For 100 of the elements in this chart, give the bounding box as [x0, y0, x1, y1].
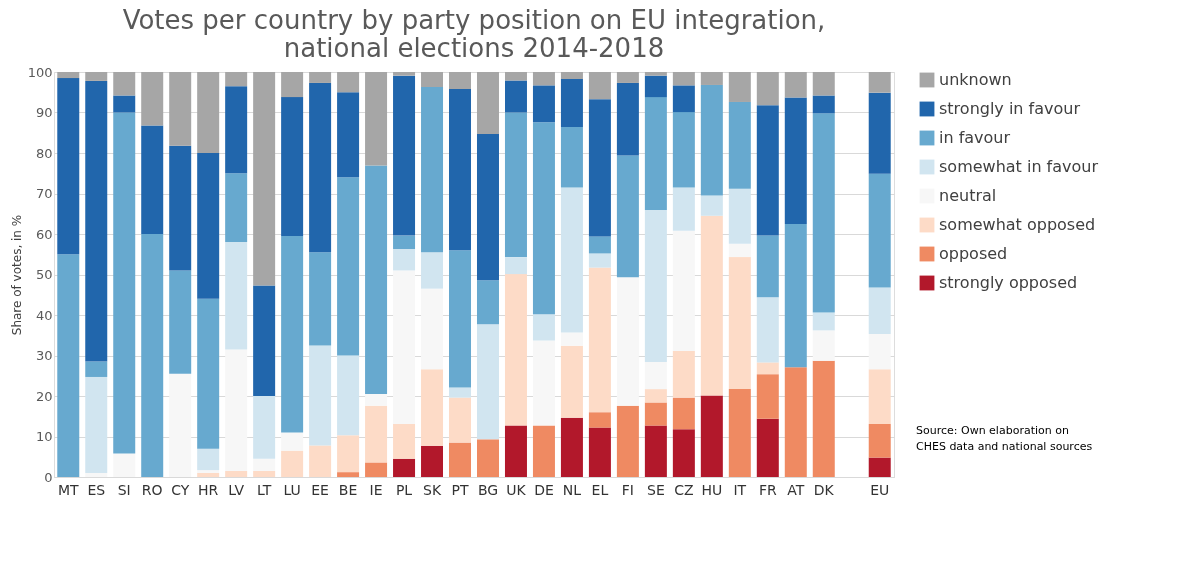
bar: [616, 72, 639, 83]
x-tick-label: CZ: [674, 481, 694, 498]
x-tick-label: HR: [198, 481, 219, 498]
bar: [169, 145, 192, 271]
bar: [476, 439, 499, 477]
bar: [868, 457, 891, 477]
bar: [644, 97, 667, 211]
bar: [700, 84, 723, 196]
bar: [85, 72, 108, 81]
bar: [672, 85, 695, 113]
bar: [197, 472, 220, 477]
bar: [504, 274, 527, 426]
bar: [85, 80, 108, 362]
x-tick-label: SK: [422, 481, 442, 498]
bar: [337, 435, 360, 473]
bar: [560, 72, 583, 79]
legend-label: in favour: [939, 128, 1011, 147]
bar: [532, 85, 555, 123]
bar: [57, 78, 80, 255]
x-tick-label: PL: [395, 481, 413, 498]
bar: [532, 122, 555, 315]
x-tick-label: RO: [141, 481, 163, 498]
x-tick-label: MT: [57, 481, 80, 498]
bar: [756, 72, 779, 106]
bar: [141, 125, 164, 234]
bar: [868, 423, 891, 458]
bar: [588, 253, 611, 268]
bar: [868, 92, 891, 174]
x-tick-label: NL: [562, 481, 582, 498]
bar: [672, 397, 695, 430]
x-tick-label: DE: [534, 481, 554, 498]
bar: [449, 89, 472, 251]
bar: [309, 345, 332, 446]
bar: [588, 99, 611, 237]
bar: [476, 280, 499, 325]
y-tick-label: 40: [35, 307, 53, 323]
x-tick-label: LV: [228, 481, 245, 498]
bar: [644, 75, 667, 98]
bar: [141, 234, 164, 477]
bar: [337, 472, 360, 477]
bar: [532, 72, 555, 86]
bar: [504, 80, 527, 113]
y-tick-label: 80: [35, 145, 53, 161]
bar: [812, 72, 835, 96]
bar: [784, 367, 807, 477]
x-tick-label: LT: [256, 481, 272, 498]
bar: [337, 72, 360, 93]
x-tick-label: BG: [477, 481, 499, 498]
bar: [476, 324, 499, 440]
bar: [560, 78, 583, 128]
bar: [728, 101, 751, 189]
bar: [532, 314, 555, 341]
y-tick-label: 90: [35, 105, 53, 120]
bar: [309, 72, 332, 83]
bar: [449, 72, 472, 90]
bar: [812, 113, 835, 313]
bar: [421, 86, 444, 253]
bar: [57, 72, 80, 79]
bar: [756, 374, 779, 419]
legend-label: somewhat opposed: [939, 215, 1096, 234]
bar: [113, 72, 136, 96]
x-tick-label: SE: [647, 481, 665, 498]
bar: [868, 72, 891, 93]
bar: [225, 72, 248, 87]
x-tick-label: EU: [870, 481, 890, 498]
bar: [393, 235, 416, 249]
x-tick-label: HU: [701, 481, 723, 498]
y-tick-label: 50: [35, 267, 53, 282]
legend-label: somewhat in favour: [939, 157, 1099, 176]
bar: [476, 72, 499, 134]
bar: [393, 248, 416, 271]
bar: [868, 173, 891, 288]
x-tick-label: EE: [311, 481, 329, 498]
bar: [281, 97, 304, 237]
bar: [616, 82, 639, 156]
x-tick-label: IT: [733, 481, 747, 498]
bar: [504, 72, 527, 81]
x-tick-label: DK: [813, 481, 835, 498]
bar: [393, 75, 416, 236]
y-tick-label: 100: [27, 64, 53, 80]
bar: [113, 95, 136, 113]
bar: [504, 425, 527, 477]
bar: [560, 417, 583, 477]
bar: [728, 72, 751, 102]
bar: [588, 427, 611, 477]
bar: [588, 236, 611, 254]
bar: [309, 445, 332, 477]
bar: [756, 297, 779, 363]
y-tick-label: 30: [35, 348, 53, 363]
bar: [421, 445, 444, 477]
bar: [588, 412, 611, 428]
x-tick-label: FI: [621, 481, 634, 498]
bar: [644, 402, 667, 426]
bar: [644, 72, 667, 76]
bar: [784, 97, 807, 224]
legend-label: unknown: [939, 70, 1012, 89]
bar: [700, 195, 723, 216]
x-tick-label: AT: [787, 481, 805, 498]
x-tick-label: FR: [758, 481, 777, 498]
bar: [588, 267, 611, 413]
